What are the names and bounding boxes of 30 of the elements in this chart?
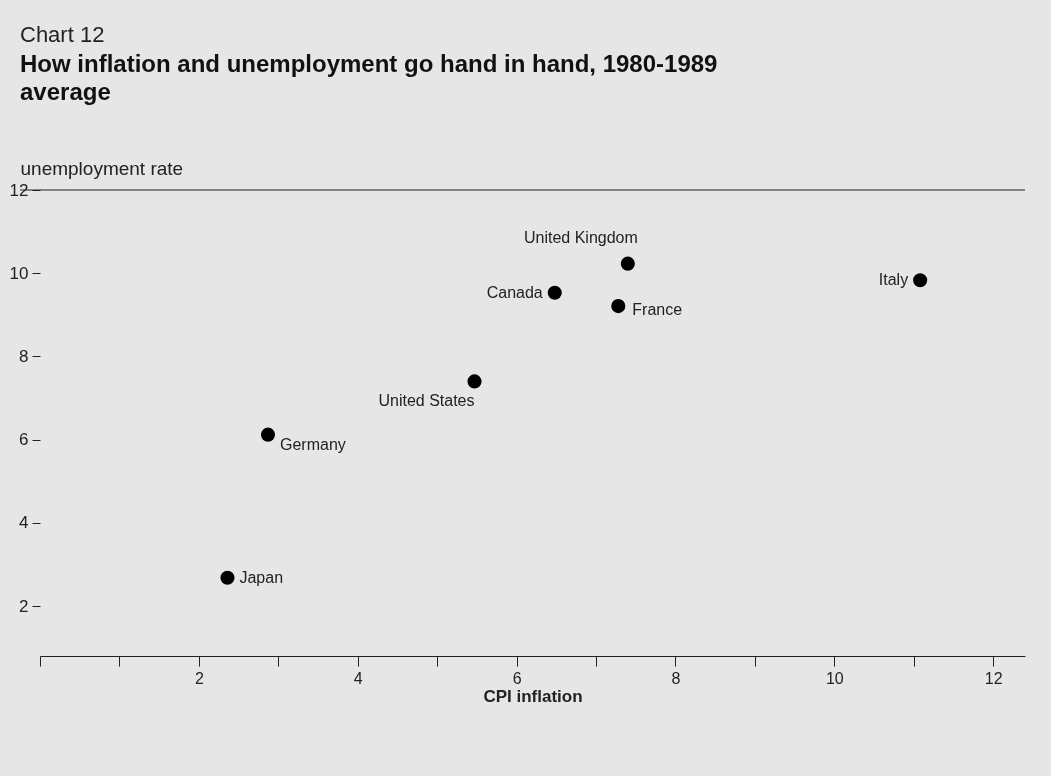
series-label: Japan: [239, 568, 284, 586]
series-label: United States: [378, 392, 475, 410]
x-tick-label: 8: [671, 669, 681, 687]
x-tick-label: 10: [825, 669, 844, 687]
series-label: United Kingdom: [523, 228, 638, 246]
y-tick-label: 12: [9, 180, 29, 200]
y-tick-label: 6: [19, 430, 29, 450]
point: [260, 427, 276, 442]
point: [547, 285, 562, 300]
x-tick-label: 6: [512, 669, 522, 687]
point: [620, 256, 635, 271]
series-label: Canada: [486, 283, 543, 301]
y-axis-title: unemployment rate: [20, 157, 184, 179]
y-tick-label: 4: [19, 513, 29, 533]
point: [611, 299, 626, 314]
y-tick-label: 10: [9, 263, 29, 283]
x-tick-label: 2: [194, 669, 204, 687]
chart-subtitle: Chart 12: [20, 22, 105, 48]
point: [467, 374, 482, 389]
y-tick-label: 8: [19, 346, 29, 366]
chart-title: How inflation and unemployment go hand in hand, 1980-1989 average: [20, 50, 719, 106]
x-tick-label: 12: [984, 669, 1003, 687]
series-label: France: [632, 301, 683, 319]
point: [913, 273, 928, 288]
series-label: Germany: [279, 435, 346, 453]
x-tick-label: 4: [353, 669, 363, 687]
point: [220, 570, 235, 585]
y-tick-label: 2: [19, 596, 29, 616]
series-label: Italy: [878, 271, 909, 289]
x-axis-title: CPI inflation: [483, 686, 583, 706]
